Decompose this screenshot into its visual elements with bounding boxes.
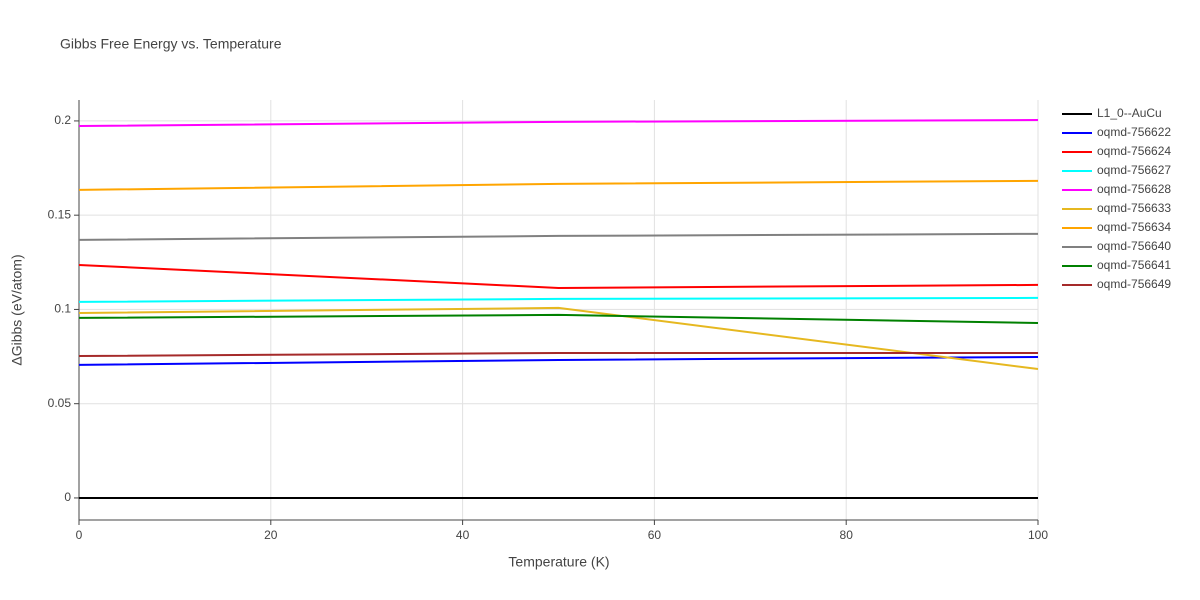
y-tick-label: 0.15 bbox=[48, 207, 72, 221]
legend-label: oqmd-756640 bbox=[1097, 239, 1171, 253]
y-tick-label: 0.05 bbox=[48, 396, 72, 410]
chart-title: Gibbs Free Energy vs. Temperature bbox=[60, 36, 282, 52]
legend-label: oqmd-756622 bbox=[1097, 125, 1171, 139]
x-tick-label: 80 bbox=[840, 528, 854, 542]
y-tick-label: 0 bbox=[64, 490, 71, 504]
x-tick-label: 0 bbox=[76, 528, 83, 542]
y-tick-label: 0.2 bbox=[54, 113, 71, 127]
legend-label: oqmd-756649 bbox=[1097, 277, 1171, 291]
legend-label: oqmd-756624 bbox=[1097, 144, 1171, 158]
series-line bbox=[78, 355, 1039, 366]
series-line bbox=[78, 306, 1039, 370]
series-line bbox=[78, 296, 1039, 303]
legend-label: oqmd-756634 bbox=[1097, 220, 1171, 234]
x-tick-label: 60 bbox=[648, 528, 662, 542]
x-tick-label: 40 bbox=[456, 528, 470, 542]
legend-label: oqmd-756633 bbox=[1097, 201, 1171, 215]
legend-label: oqmd-756627 bbox=[1097, 163, 1171, 177]
legend-label: oqmd-756641 bbox=[1097, 258, 1171, 272]
series-line bbox=[78, 118, 1039, 128]
legend-label: L1_0--AuCu bbox=[1097, 106, 1162, 120]
series-line bbox=[78, 232, 1039, 241]
y-tick-label: 0.1 bbox=[54, 302, 71, 316]
y-axis-title: ΔGibbs (eV/atom) bbox=[9, 254, 25, 365]
series-line bbox=[78, 179, 1039, 191]
x-tick-label: 100 bbox=[1028, 528, 1048, 542]
series-line bbox=[78, 313, 1039, 325]
x-axis-title: Temperature (K) bbox=[508, 554, 609, 570]
legend-label: oqmd-756628 bbox=[1097, 182, 1171, 196]
series-line bbox=[78, 351, 1038, 357]
series-line bbox=[78, 263, 1039, 289]
x-tick-label: 20 bbox=[264, 528, 278, 542]
